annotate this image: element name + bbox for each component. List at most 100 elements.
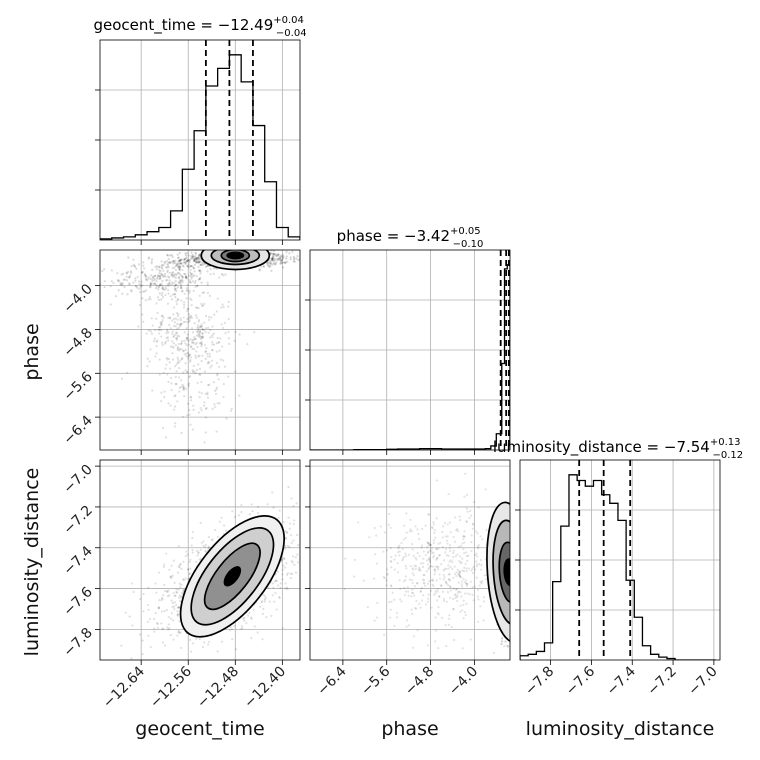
scatter-point xyxy=(189,360,192,363)
scatter-point xyxy=(268,259,271,262)
scatter-point xyxy=(293,257,296,260)
scatter-point xyxy=(511,590,513,592)
scatter-point xyxy=(177,259,180,263)
scatter-point xyxy=(422,581,425,584)
scatter-point xyxy=(511,524,513,526)
scatter-point xyxy=(429,589,433,592)
scatter-point xyxy=(408,578,411,581)
scatter-point xyxy=(186,251,189,255)
scatter-point xyxy=(271,257,274,261)
scatter-point xyxy=(321,508,323,510)
scatter-point xyxy=(272,586,275,589)
scatter-point xyxy=(197,256,200,260)
scatter-point xyxy=(280,559,284,562)
scatter-point xyxy=(407,624,410,627)
scatter-point xyxy=(197,332,200,336)
scatter-point xyxy=(191,369,194,372)
scatter-point xyxy=(449,589,452,592)
scatter-point xyxy=(172,271,175,274)
scatter-point xyxy=(153,274,157,277)
scatter-point xyxy=(431,578,434,581)
scatter-point xyxy=(160,266,163,269)
scatter-point xyxy=(158,275,162,278)
scatter-point xyxy=(145,279,148,282)
scatter-point xyxy=(503,645,506,648)
scatter-point xyxy=(161,314,164,317)
scatter-point xyxy=(188,289,191,293)
scatter-point xyxy=(456,594,459,597)
scatter-point xyxy=(156,622,159,625)
scatter-point xyxy=(457,590,461,593)
contour-line xyxy=(498,541,510,604)
scatter-point xyxy=(208,352,211,355)
scatter-point xyxy=(198,257,201,260)
scatter-point xyxy=(177,275,180,279)
scatter-point xyxy=(231,638,234,641)
scatter-point xyxy=(182,388,185,392)
scatter-point xyxy=(198,637,201,641)
scatter-point xyxy=(271,257,274,260)
scatter-point xyxy=(219,337,222,340)
scatter-point xyxy=(177,631,180,634)
scatter-point xyxy=(119,282,123,285)
scatter-point xyxy=(511,585,513,587)
scatter-point xyxy=(505,644,509,647)
scatter-point xyxy=(462,548,465,551)
scatter-point xyxy=(213,313,216,316)
scatter-point xyxy=(186,259,189,262)
scatter-point xyxy=(428,557,431,561)
scatter-point xyxy=(142,592,145,596)
scatter-point xyxy=(405,512,408,515)
scatter-point xyxy=(462,603,465,606)
scatter-point xyxy=(176,323,179,326)
scatter-point xyxy=(200,360,203,363)
scatter-point xyxy=(412,591,415,594)
scatter-point xyxy=(203,641,206,644)
scatter-point xyxy=(451,598,455,601)
histogram-step-geocent_time xyxy=(100,54,300,240)
scatter-point xyxy=(195,306,199,310)
scatter-point xyxy=(476,545,480,548)
scatter-point xyxy=(160,298,163,301)
scatter-point xyxy=(205,314,208,318)
scatter-point xyxy=(266,262,269,265)
scatter-point xyxy=(285,537,288,540)
scatter-point xyxy=(190,251,193,254)
scatter-point xyxy=(169,261,172,265)
scatter-point xyxy=(437,542,440,545)
scatter-point xyxy=(140,283,143,287)
scatter-point xyxy=(200,343,203,346)
scatter-point xyxy=(451,567,454,570)
scatter-point xyxy=(210,364,213,367)
scatter-point xyxy=(160,399,163,403)
scatter-point xyxy=(472,599,475,602)
scatter-point xyxy=(208,361,211,364)
scatter-point xyxy=(168,254,172,257)
scatter-point xyxy=(389,559,392,563)
scatter-point xyxy=(186,264,189,268)
scatter-point xyxy=(277,257,280,261)
scatter-point xyxy=(511,606,513,608)
scatter-point xyxy=(120,273,123,276)
scatter-point xyxy=(167,628,170,631)
scatter-point xyxy=(438,577,442,580)
scatter-point xyxy=(178,265,182,268)
scatter-point xyxy=(204,357,207,361)
x-tick-label: −7.6 xyxy=(563,663,598,698)
scatter-point xyxy=(177,298,180,301)
scatter-point xyxy=(206,362,210,365)
scatter-point xyxy=(169,575,172,579)
scatter-point xyxy=(305,528,307,530)
scatter-point xyxy=(284,545,287,548)
scatter-point xyxy=(93,283,95,285)
scatter-point xyxy=(457,529,460,533)
scatter-point xyxy=(185,277,188,280)
scatter-point xyxy=(172,619,175,622)
scatter-point xyxy=(149,283,152,286)
scatter-point xyxy=(393,568,396,571)
scatter-point xyxy=(201,337,204,340)
scatter-point xyxy=(175,588,178,591)
scatter-point xyxy=(411,581,414,584)
scatter-point xyxy=(436,588,439,591)
scatter-point xyxy=(188,376,191,379)
